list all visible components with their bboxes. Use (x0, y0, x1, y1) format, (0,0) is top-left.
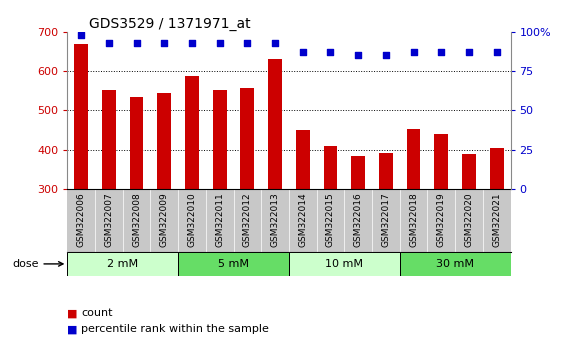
Text: 10 mM: 10 mM (325, 259, 364, 269)
Bar (379, 153, 393, 189)
Point (492, 50, 501, 55)
Text: GSM322008: GSM322008 (132, 192, 141, 247)
Text: 2 mM: 2 mM (107, 259, 138, 269)
Bar (324, 147, 337, 189)
Bar (296, 130, 310, 189)
Text: GSM322009: GSM322009 (160, 192, 169, 247)
Bar (157, 93, 171, 189)
Text: GSM322012: GSM322012 (243, 192, 252, 247)
Text: GSM322007: GSM322007 (104, 192, 113, 247)
Bar (241, 88, 254, 189)
Text: dose: dose (12, 259, 63, 269)
Point (132, 40, 141, 46)
Point (215, 40, 224, 46)
Point (187, 40, 196, 46)
Bar (434, 134, 448, 189)
Text: GSM322021: GSM322021 (492, 192, 501, 247)
Point (243, 40, 252, 46)
Bar (268, 59, 282, 189)
Point (465, 50, 473, 55)
Bar (67, 252, 178, 276)
Bar (462, 154, 476, 189)
Bar (130, 97, 144, 189)
Text: 5 mM: 5 mM (218, 259, 249, 269)
Text: GSM322013: GSM322013 (270, 192, 279, 247)
Point (326, 50, 335, 55)
Text: GDS3529 / 1371971_at: GDS3529 / 1371971_at (90, 17, 251, 31)
Text: GSM322015: GSM322015 (326, 192, 335, 247)
Point (381, 53, 390, 58)
Bar (102, 90, 116, 189)
Point (77, 32, 86, 38)
Text: GSM322016: GSM322016 (353, 192, 362, 247)
Text: GSM322014: GSM322014 (298, 192, 307, 247)
Point (160, 40, 169, 46)
Bar (407, 129, 421, 189)
Point (437, 50, 446, 55)
Point (409, 50, 418, 55)
Bar (490, 148, 504, 189)
Bar (289, 252, 399, 276)
Text: GSM322006: GSM322006 (77, 192, 86, 247)
Text: GSM322010: GSM322010 (187, 192, 196, 247)
Text: ■: ■ (67, 324, 78, 334)
Bar (185, 76, 199, 189)
Text: GSM322018: GSM322018 (409, 192, 418, 247)
Text: GSM322017: GSM322017 (381, 192, 390, 247)
Bar (74, 44, 88, 189)
Text: percentile rank within the sample: percentile rank within the sample (81, 324, 269, 334)
Bar (213, 90, 227, 189)
Point (270, 40, 279, 46)
Point (353, 53, 362, 58)
Point (104, 40, 113, 46)
Point (298, 50, 307, 55)
Text: 30 mM: 30 mM (436, 259, 474, 269)
Bar (399, 252, 511, 276)
Text: ■: ■ (67, 308, 78, 318)
Text: GSM322019: GSM322019 (437, 192, 446, 247)
Text: GSM322020: GSM322020 (465, 192, 473, 247)
Text: count: count (81, 308, 113, 318)
Bar (178, 252, 289, 276)
Bar (351, 156, 365, 189)
Text: GSM322011: GSM322011 (215, 192, 224, 247)
